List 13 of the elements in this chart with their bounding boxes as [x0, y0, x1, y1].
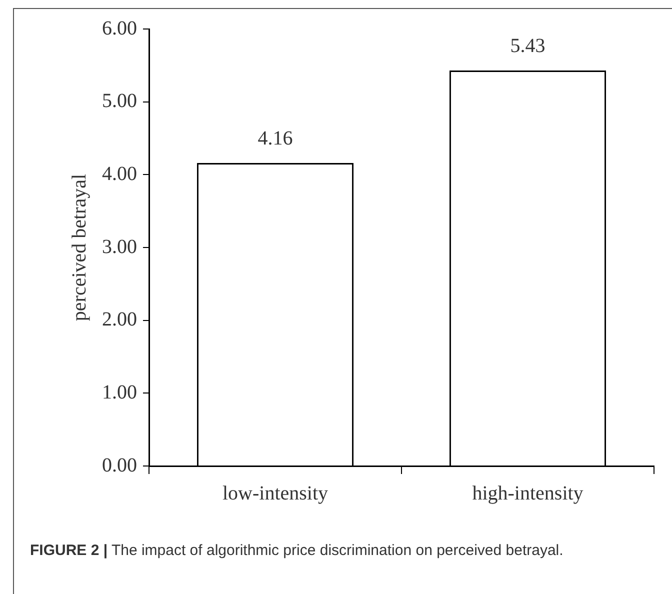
y-tick-label: 6.00: [102, 17, 137, 40]
y-tick-label: 3.00: [102, 236, 137, 258]
y-axis-title: perceived betrayal: [68, 174, 90, 322]
x-tick-label: high-intensity: [472, 482, 584, 504]
y-tick-label: 5.00: [102, 90, 137, 112]
caption: FIGURE 2 | The impact of algorithmic price discrimination on perceived betrayal.: [30, 541, 564, 561]
y-tick-label: 4.00: [102, 162, 137, 185]
x-tick-label: low-intensity: [222, 482, 328, 504]
y-tick-label: 1.00: [102, 381, 137, 404]
y-tick-label: 0.00: [102, 454, 137, 476]
y-tick-label: 2.00: [102, 308, 137, 331]
data-label: 5.43: [510, 34, 546, 57]
data-label: 4.16: [258, 127, 293, 150]
